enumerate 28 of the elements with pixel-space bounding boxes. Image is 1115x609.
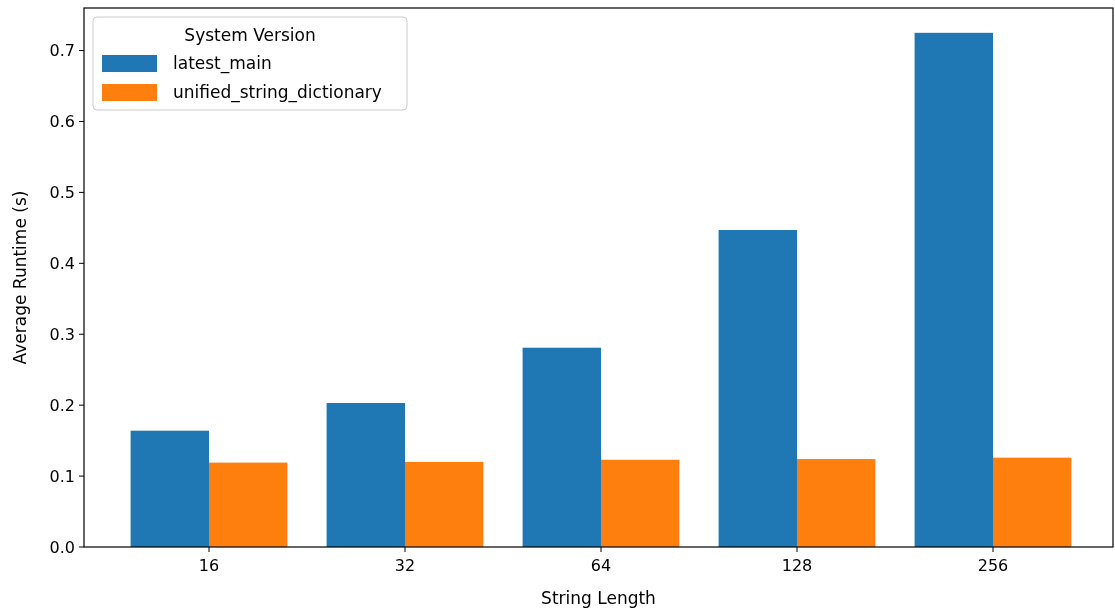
x-axis-title: String Length	[541, 588, 656, 608]
y-tick-label: 0.7	[49, 41, 75, 61]
legend-label: latest_main	[173, 53, 272, 74]
x-tick-label: 128	[781, 556, 813, 575]
bar	[130, 430, 209, 547]
y-tick-label: 0.2	[49, 395, 75, 415]
x-tick-label: 64	[590, 556, 612, 575]
y-tick-label: 0.1	[49, 466, 75, 486]
y-axis-title: Average Runtime (s)	[10, 190, 30, 365]
bar	[522, 347, 601, 547]
bar	[209, 462, 288, 547]
y-tick-label: 0.3	[49, 324, 75, 344]
y-tick-label: 0.4	[49, 253, 75, 273]
y-tick-label: 0.0	[49, 537, 75, 557]
x-tick-label: 256	[977, 556, 1009, 575]
bar	[914, 32, 993, 547]
y-tick-label: 0.5	[49, 182, 75, 202]
bar	[797, 459, 876, 547]
y-tick-label: 0.6	[49, 112, 75, 132]
bar	[993, 457, 1072, 547]
bar	[601, 459, 680, 547]
x-tick-label: 16	[198, 556, 220, 575]
x-tick-label: 32	[394, 556, 416, 575]
bar	[405, 461, 484, 547]
legend-title: System Version	[184, 25, 316, 45]
bar	[718, 229, 797, 547]
legend-label: unified_string_dictionary	[173, 82, 382, 103]
bar	[326, 403, 405, 547]
